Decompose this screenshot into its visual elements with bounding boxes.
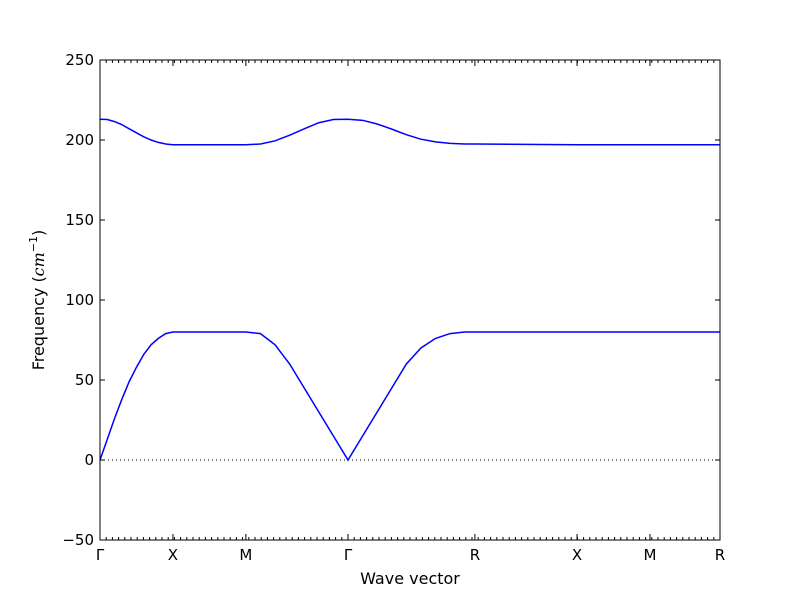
x-tick-label: M: [239, 546, 252, 564]
x-tick-label: Γ: [96, 546, 105, 564]
band-line-1: [99, 331, 720, 462]
y-axis-label-text: Frequency (: [29, 276, 48, 370]
plot-frame: [99, 59, 721, 541]
y-axis-label-close: ): [29, 230, 48, 236]
x-axis-label: Wave vector: [360, 569, 460, 588]
y-axis-ticks: −50 0 50 100 150 200 250: [62, 51, 720, 549]
x-tick-label: R: [470, 546, 480, 564]
x-tick-label: M: [643, 546, 656, 564]
y-tick-label: 250: [65, 51, 94, 69]
x-tick-label: R: [715, 546, 725, 564]
y-tick-label: 150: [65, 211, 94, 229]
band-line-2: [99, 118, 720, 146]
y-axis-label-unit: cm: [29, 252, 48, 276]
y-tick-label: 0: [84, 451, 94, 469]
y-tick-label: 50: [75, 371, 94, 389]
plot-area: −50 0 50 100 150 200 250 Γ X M Γ R X M R: [62, 51, 725, 564]
y-axis-label-exponent: −1: [27, 236, 40, 252]
y-tick-label: −50: [62, 531, 94, 549]
y-tick-label: 100: [65, 291, 94, 309]
y-tick-label: 200: [65, 131, 94, 149]
x-tick-label: X: [168, 546, 178, 564]
x-tick-label: X: [572, 546, 582, 564]
y-axis-label: Frequency (cm−1): [27, 230, 48, 371]
phonon-bands: [99, 118, 720, 462]
x-tick-label: Γ: [344, 546, 353, 564]
